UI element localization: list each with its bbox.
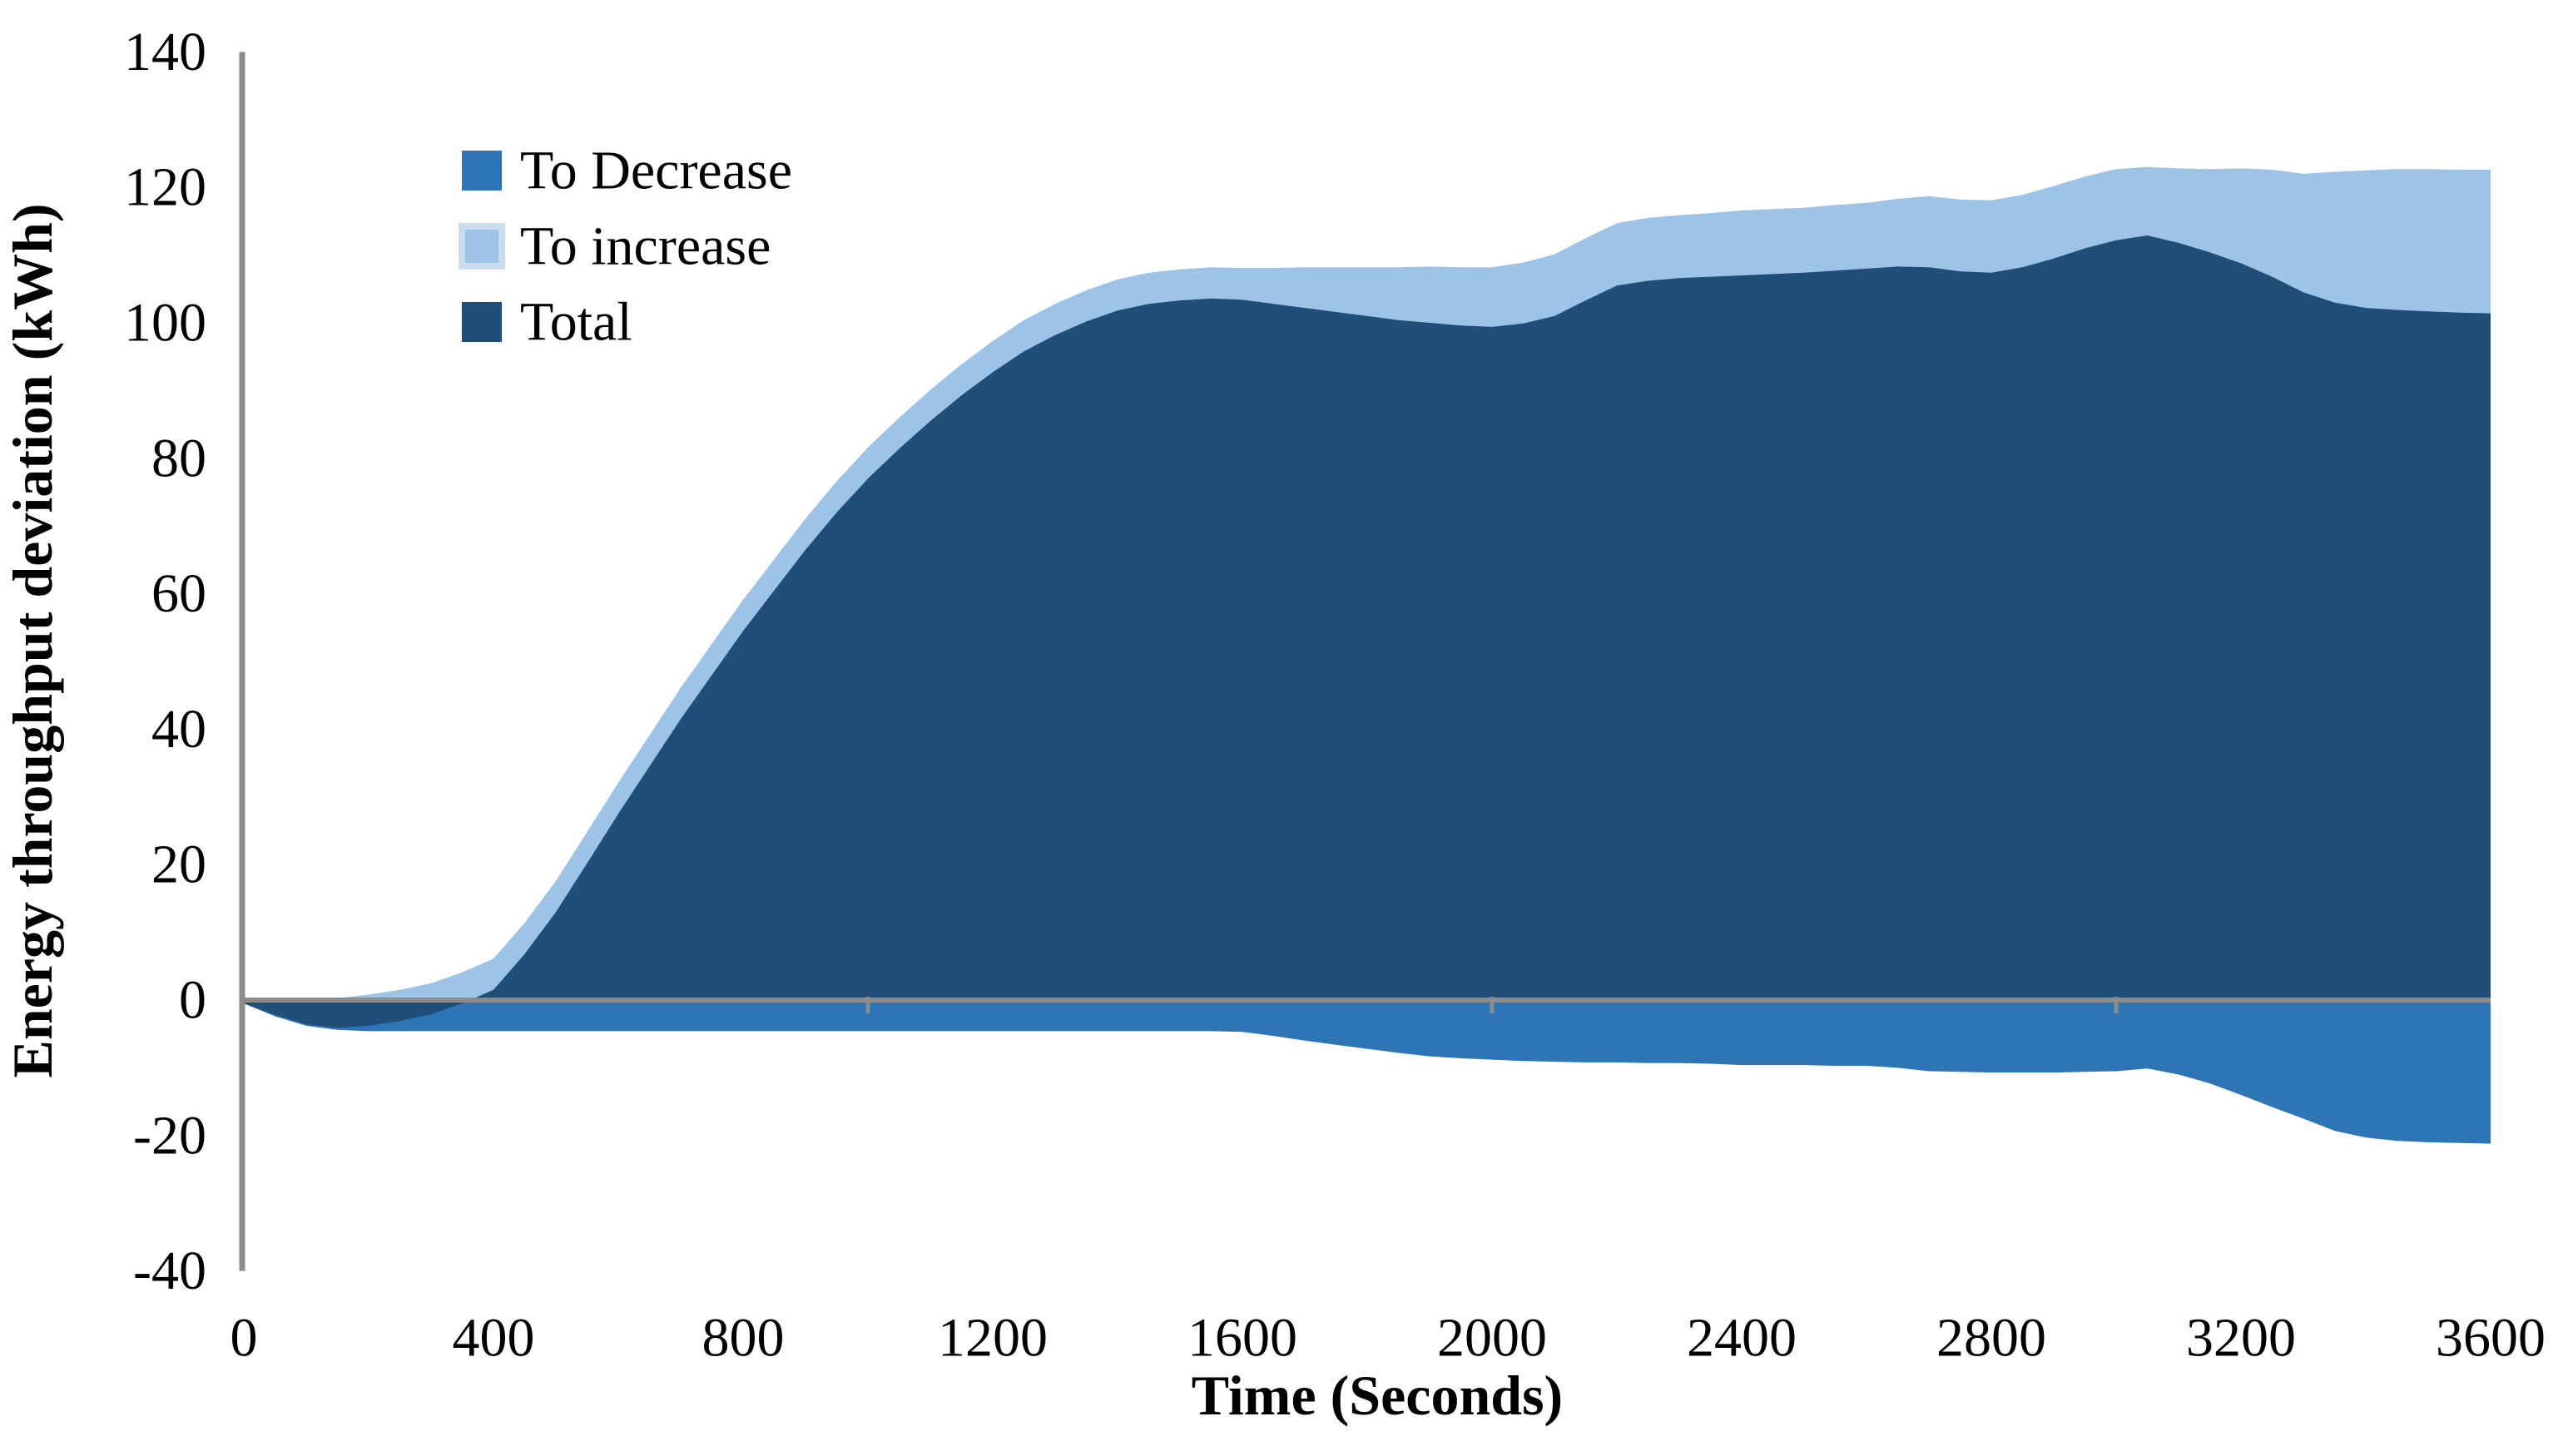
y-tick-label: 40 (151, 699, 206, 760)
area-to-decrease (244, 1000, 2491, 1144)
area-total (244, 235, 2491, 1028)
x-tick-label: 2800 (1936, 1308, 2046, 1369)
y-tick-label: 60 (151, 563, 206, 624)
legend-label: To Decrease (520, 141, 792, 201)
legend-item-to-increase: To increase (459, 216, 771, 277)
x-tick-labels: 0 400 800 1200 1600 2000 2400 2800 3200 3600 (231, 1308, 2546, 1369)
x-tick-label: 2000 (1437, 1308, 1547, 1369)
y-tick-label: -20 (133, 1105, 206, 1166)
x-axis-minor-ticks (865, 997, 2119, 1013)
legend: To Decrease To increase Total (459, 141, 792, 353)
y-axis-title: Energy throughput deviation (kWh) (1, 203, 64, 1077)
to-increase-swatch-icon (459, 223, 505, 270)
legend-item-to-decrease: To Decrease (462, 141, 792, 201)
x-tick-label: 3600 (2436, 1308, 2546, 1369)
total-swatch-icon (462, 302, 502, 342)
x-tick-label: 800 (702, 1308, 785, 1369)
x-tick-label: 1600 (1187, 1308, 1297, 1369)
legend-item-total: Total (462, 292, 632, 353)
to-decrease-swatch-icon (462, 151, 502, 191)
x-axis-title: Time (Seconds) (1192, 1364, 1563, 1427)
x-tick-label: 0 (231, 1308, 258, 1369)
legend-label: Total (520, 292, 632, 353)
y-tick-label: 100 (124, 293, 206, 354)
y-tick-label: 80 (151, 428, 206, 488)
x-tick-label: 1200 (938, 1308, 1048, 1369)
y-tick-label: 140 (124, 22, 206, 82)
x-tick-label: 400 (453, 1308, 535, 1369)
y-tick-label: 120 (124, 157, 206, 218)
y-tick-label: 0 (179, 970, 206, 1031)
y-tick-label: -40 (133, 1241, 206, 1301)
plot-areas (244, 166, 2491, 1144)
y-tick-label: 20 (151, 834, 206, 895)
x-tick-label: 2400 (1687, 1308, 1797, 1369)
y-tick-labels: 140 120 100 80 60 40 20 0 -20 -40 (124, 22, 206, 1301)
legend-label: To increase (520, 216, 771, 277)
x-tick-label: 3200 (2186, 1308, 2296, 1369)
